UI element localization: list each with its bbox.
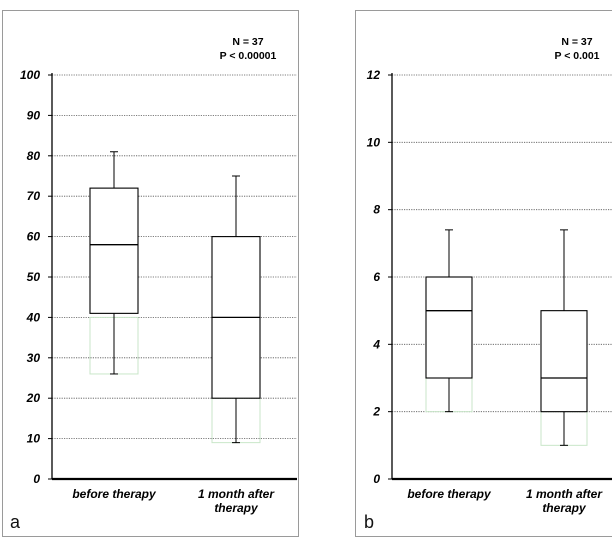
y-tick-label: 12 [367,68,381,82]
box-1 [89,151,139,375]
y-tick-label: 90 [27,108,41,122]
category-label: before therapy [407,487,492,501]
chart-panel-b [355,10,612,537]
y-tick-label: 60 [27,230,41,244]
y-tick-label: 20 [26,391,41,405]
category-label-line: therapy [214,501,259,515]
stats-annotation: P < 0.00001 [220,50,277,62]
panel-label-a: a [10,512,21,532]
y-tick-label: 0 [33,472,40,486]
box-1 [425,229,473,413]
category-label: before therapy [72,487,157,501]
y-tick-label: 2 [372,405,380,419]
y-tick-label: 10 [367,135,381,149]
y-tick-label: 30 [27,351,41,365]
y-tick-label: 50 [27,270,41,284]
chart-b: 0 2 4 6 8 10 12 N = 37 P < 0.001 before therapy 1 … [367,36,612,515]
iqr-box [540,310,588,413]
category-label: 1 month after therapy [526,487,603,515]
y-tick-label: 6 [373,270,380,284]
box-2 [540,229,588,446]
y-tick-label: 0 [373,472,380,486]
category-label-line: 1 month after [526,487,603,501]
iqr-box [89,187,139,314]
box-2 [211,175,261,444]
category-label-line: before therapy [72,487,157,501]
category-label: 1 month after therapy [198,487,275,515]
y-tick-label: 4 [372,337,380,351]
y-tick-label: 100 [20,68,40,82]
iqr-box [425,276,473,379]
y-tick-label: 10 [27,432,41,446]
category-label-line: 1 month after [198,487,275,501]
y-tick-label: 70 [27,189,41,203]
stats-annotation: N = 37 [232,36,263,48]
y-tick-label: 8 [373,203,380,217]
category-label-line: therapy [542,501,587,515]
stats-annotation: P < 0.001 [554,50,599,62]
y-tick-label: 40 [26,310,41,324]
chart-a: 0 10 20 30 40 50 60 70 80 90 100 N = 37 P < 0.00001 b… [20,36,297,515]
panel-label-b: b [364,512,375,532]
y-tick-label: 80 [27,149,41,163]
category-label-line: before therapy [407,487,492,501]
stats-annotation: N = 37 [561,36,592,48]
